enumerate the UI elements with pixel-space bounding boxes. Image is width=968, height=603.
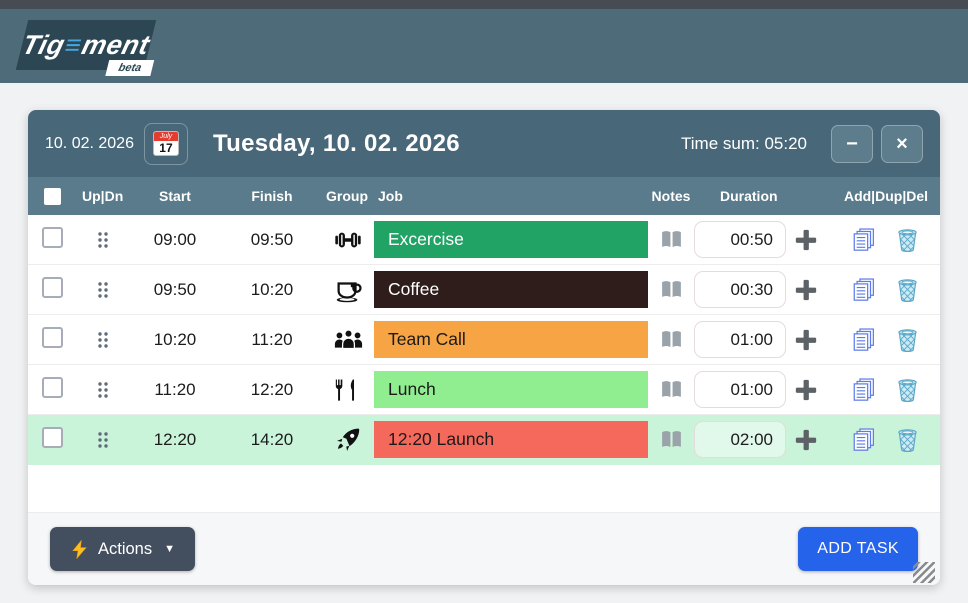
delete-icon[interactable] — [894, 226, 921, 253]
header-start: Start — [159, 188, 191, 204]
delete-icon[interactable] — [894, 276, 921, 303]
finish-time[interactable]: 14:20 — [250, 429, 294, 449]
row-checkbox[interactable] — [42, 376, 63, 398]
minimize-button[interactable]: − — [831, 124, 873, 163]
task-row: 09:50 10:20 Coffee — [28, 265, 940, 315]
start-time[interactable]: 09:50 — [153, 279, 197, 299]
row-checkbox[interactable] — [42, 326, 63, 348]
duplicate-icon[interactable] — [851, 377, 877, 403]
duplicate-icon[interactable] — [851, 327, 877, 353]
drag-handle[interactable] — [78, 281, 128, 299]
notes-icon[interactable] — [648, 277, 694, 302]
task-row: 12:20 14:20 12:20 Launch — [28, 415, 940, 465]
header-actions: Add|Dup|Del — [843, 188, 929, 204]
finish-time[interactable]: 12:20 — [250, 379, 294, 399]
coffee-icon[interactable] — [322, 275, 374, 305]
add-task-button[interactable]: ADD TASK — [798, 527, 918, 571]
finish-time[interactable]: 11:20 — [251, 329, 293, 349]
task-row: 11:20 12:20 Lunch — [28, 365, 940, 415]
select-all-checkbox[interactable] — [44, 187, 61, 205]
calendar-button[interactable]: July 17 — [143, 122, 188, 165]
rocket-icon[interactable] — [322, 426, 374, 454]
actions-button[interactable]: Actions ▼ — [50, 527, 195, 571]
duplicate-icon[interactable] — [851, 227, 877, 253]
header-job: Job — [378, 188, 403, 204]
job-label[interactable]: Coffee — [374, 271, 648, 308]
chevron-down-icon: ▼ — [164, 543, 175, 555]
duplicate-icon[interactable] — [851, 277, 877, 303]
header-duration: Duration — [720, 188, 778, 204]
job-label[interactable]: 12:20 Launch — [374, 421, 648, 458]
duration-input[interactable] — [694, 321, 786, 358]
drag-handle[interactable] — [78, 331, 128, 349]
duration-input[interactable] — [694, 271, 786, 308]
add-time-icon[interactable] — [793, 377, 819, 403]
finish-time[interactable]: 10:20 — [250, 279, 294, 299]
add-time-icon[interactable] — [793, 227, 819, 253]
time-sum-label: Time sum: 05:20 — [681, 133, 807, 153]
row-checkbox[interactable] — [42, 226, 63, 248]
duration-input[interactable] — [694, 371, 786, 408]
header-finish: Finish — [251, 188, 293, 204]
header-group: Group — [326, 188, 368, 204]
delete-icon[interactable] — [894, 376, 921, 403]
card-header: 10. 02. 2026 July 17 Tuesday, 10. 02. 20… — [28, 110, 940, 177]
notes-icon[interactable] — [648, 377, 694, 402]
app-header: Tig≡ment beta — [0, 9, 968, 83]
duration-input[interactable] — [694, 221, 786, 258]
card-footer: Actions ▼ ADD TASK — [28, 512, 940, 585]
app-logo-text: Tig≡ment — [19, 29, 154, 60]
job-label[interactable]: Team Call — [374, 321, 648, 358]
add-time-icon[interactable] — [793, 277, 819, 303]
start-time[interactable]: 10:20 — [153, 329, 197, 349]
close-button[interactable]: × — [881, 124, 923, 163]
duration-input[interactable] — [694, 421, 786, 458]
task-row: 09:00 09:50 Excercise — [28, 215, 940, 265]
utensils-icon[interactable] — [322, 377, 374, 403]
delete-icon[interactable] — [894, 426, 921, 453]
notes-icon[interactable] — [648, 227, 694, 252]
add-time-icon[interactable] — [793, 427, 819, 453]
finish-time[interactable]: 09:50 — [250, 229, 294, 249]
row-checkbox[interactable] — [42, 276, 63, 298]
drag-handle[interactable] — [78, 231, 128, 249]
header-updn: Up|Dn — [82, 188, 124, 204]
day-card: 10. 02. 2026 July 17 Tuesday, 10. 02. 20… — [28, 110, 940, 585]
start-time[interactable]: 12:20 — [153, 429, 197, 449]
lightning-icon — [70, 540, 89, 559]
calendar-icon: July 17 — [152, 131, 179, 156]
day-title: Tuesday, 10. 02. 2026 — [212, 129, 460, 157]
top-strip — [0, 0, 968, 9]
task-row: 10:20 11:20 Team Call — [28, 315, 940, 365]
table-header: Up|Dn Start Finish Group Job Notes Durat… — [28, 177, 940, 215]
notes-icon[interactable] — [648, 327, 694, 352]
table-body: 09:00 09:50 Excercise 09:50 10:20 — [28, 215, 940, 512]
add-time-icon[interactable] — [793, 327, 819, 353]
page-body: 10. 02. 2026 July 17 Tuesday, 10. 02. 20… — [0, 83, 968, 585]
delete-icon[interactable] — [894, 326, 921, 353]
drag-handle[interactable] — [78, 381, 128, 399]
drag-handle[interactable] — [78, 431, 128, 449]
dumbbell-icon[interactable] — [322, 226, 374, 254]
start-time[interactable]: 11:20 — [154, 379, 196, 399]
job-label[interactable]: Excercise — [374, 221, 648, 258]
team-icon[interactable] — [322, 325, 374, 354]
resize-handle-icon[interactable] — [913, 562, 935, 583]
start-time[interactable]: 09:00 — [153, 229, 197, 249]
notes-icon[interactable] — [648, 427, 694, 452]
duplicate-icon[interactable] — [851, 427, 877, 453]
header-notes: Notes — [651, 188, 691, 204]
beta-badge: beta — [105, 60, 155, 76]
date-label: 10. 02. 2026 — [45, 134, 134, 152]
row-checkbox[interactable] — [42, 426, 63, 448]
app-logo[interactable]: Tig≡ment beta — [15, 20, 157, 76]
job-label[interactable]: Lunch — [374, 371, 648, 408]
